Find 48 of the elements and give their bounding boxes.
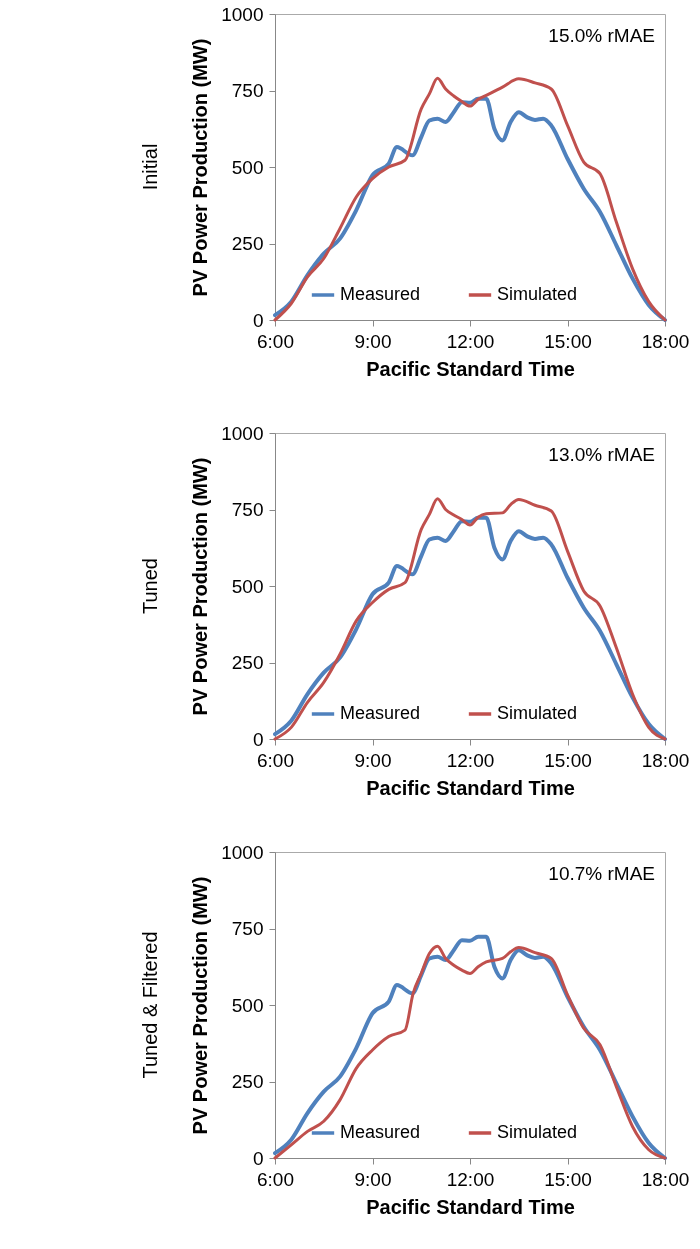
- x-tick-label: 15:00: [544, 330, 592, 352]
- y-tick-label: 500: [231, 156, 264, 178]
- y-tick-label: 250: [231, 1071, 264, 1092]
- y-axis-title: PV Power Production (MW): [189, 38, 212, 297]
- x-tick-label: 12:00: [446, 749, 495, 771]
- x-tick-label: 9:00: [354, 1168, 392, 1190]
- text: Tuned & Filtered: [138, 931, 161, 1079]
- legend-label: Measured: [340, 703, 421, 723]
- legend-label: Simulated: [497, 1122, 578, 1142]
- x-tick-label: 9:00: [354, 330, 392, 352]
- x-tick-label: 18:00: [641, 330, 690, 352]
- x-tick-label: 18:00: [641, 1168, 690, 1190]
- y-tick-label: 0: [252, 309, 264, 331]
- y-tick-label: 0: [252, 1147, 264, 1169]
- y-tick-label: 1000: [221, 3, 264, 25]
- y-tick-label: 750: [231, 499, 264, 520]
- text: Initial: [138, 143, 161, 191]
- annotation: 13.0% rMAE: [548, 444, 655, 465]
- x-tick-label: 15:00: [544, 1168, 592, 1190]
- x-tick-label: 18:00: [641, 749, 690, 771]
- x-tick-label: 6:00: [257, 749, 294, 771]
- y-tick-label: 1000: [221, 422, 264, 444]
- y-axis-title: PV Power Production (MW): [189, 876, 212, 1135]
- x-tick-label: 12:00: [446, 1168, 495, 1190]
- y-tick-label: 750: [231, 80, 264, 101]
- x-axis-title: Pacific Standard Time: [366, 1195, 575, 1218]
- y-tick-label: 750: [231, 918, 264, 939]
- x-tick-label: 6:00: [257, 330, 294, 352]
- legend-label: Simulated: [497, 703, 578, 723]
- annotation: 15.0% rMAE: [548, 25, 655, 46]
- legend-label: Measured: [340, 1122, 421, 1142]
- x-axis-title: Pacific Standard Time: [366, 357, 575, 380]
- y-tick-label: 500: [231, 575, 264, 597]
- x-tick-label: 9:00: [354, 749, 392, 771]
- x-axis-title: Pacific Standard Time: [366, 776, 575, 799]
- y-tick-label: 250: [231, 652, 264, 673]
- legend-label: Measured: [340, 284, 421, 304]
- annotation: 10.7% rMAE: [548, 863, 655, 884]
- text: Tuned: [138, 558, 161, 614]
- y-tick-label: 250: [231, 233, 264, 254]
- y-tick-label: 500: [231, 994, 264, 1016]
- y-tick-label: 1000: [221, 841, 264, 863]
- legend-label: Simulated: [497, 284, 578, 304]
- x-tick-label: 12:00: [446, 330, 495, 352]
- y-tick-label: 0: [252, 728, 264, 750]
- y-axis-title: PV Power Production (MW): [189, 457, 212, 716]
- x-tick-label: 15:00: [544, 749, 592, 771]
- x-tick-label: 6:00: [257, 1168, 294, 1190]
